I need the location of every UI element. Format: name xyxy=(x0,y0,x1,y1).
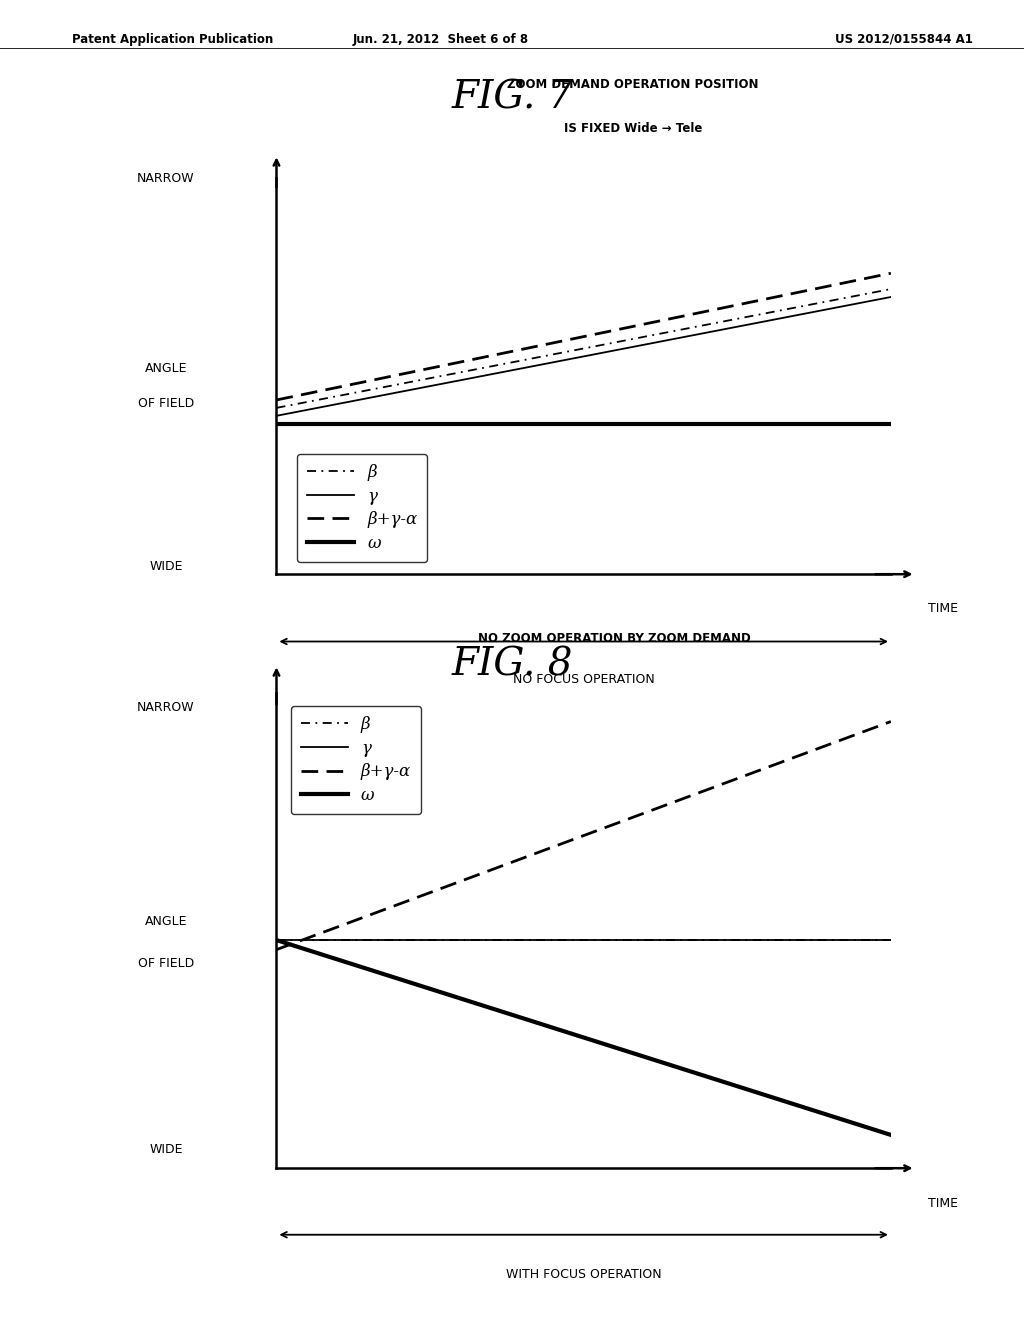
Text: FIG. 7: FIG. 7 xyxy=(452,79,572,116)
Text: ANGLE: ANGLE xyxy=(144,915,187,928)
Text: OF FIELD: OF FIELD xyxy=(138,957,194,970)
Text: US 2012/0155844 A1: US 2012/0155844 A1 xyxy=(835,33,973,46)
Text: ZOOM DEMAND OPERATION POSITION: ZOOM DEMAND OPERATION POSITION xyxy=(507,78,759,91)
Text: Jun. 21, 2012  Sheet 6 of 8: Jun. 21, 2012 Sheet 6 of 8 xyxy=(352,33,528,46)
Text: WIDE: WIDE xyxy=(150,560,182,573)
Text: NARROW: NARROW xyxy=(137,172,195,185)
Text: FIG. 8: FIG. 8 xyxy=(452,647,572,684)
Text: WITH FOCUS OPERATION: WITH FOCUS OPERATION xyxy=(506,1269,662,1280)
Text: ANGLE: ANGLE xyxy=(144,362,187,375)
Legend: β, γ, β+γ-α, ω: β, γ, β+γ-α, ω xyxy=(297,454,427,562)
Text: Patent Application Publication: Patent Application Publication xyxy=(72,33,273,46)
Text: OF FIELD: OF FIELD xyxy=(138,397,194,411)
Text: NO FOCUS OPERATION: NO FOCUS OPERATION xyxy=(513,673,654,686)
Legend: β, γ, β+γ-α, ω: β, γ, β+γ-α, ω xyxy=(291,706,421,814)
Text: TIME: TIME xyxy=(928,602,957,615)
Text: WIDE: WIDE xyxy=(150,1143,182,1156)
Text: IS FIXED Wide → Tele: IS FIXED Wide → Tele xyxy=(563,121,702,135)
Text: NARROW: NARROW xyxy=(137,701,195,714)
Text: TIME: TIME xyxy=(928,1197,957,1209)
Text: NO ZOOM OPERATION BY ZOOM DEMAND: NO ZOOM OPERATION BY ZOOM DEMAND xyxy=(478,632,751,645)
